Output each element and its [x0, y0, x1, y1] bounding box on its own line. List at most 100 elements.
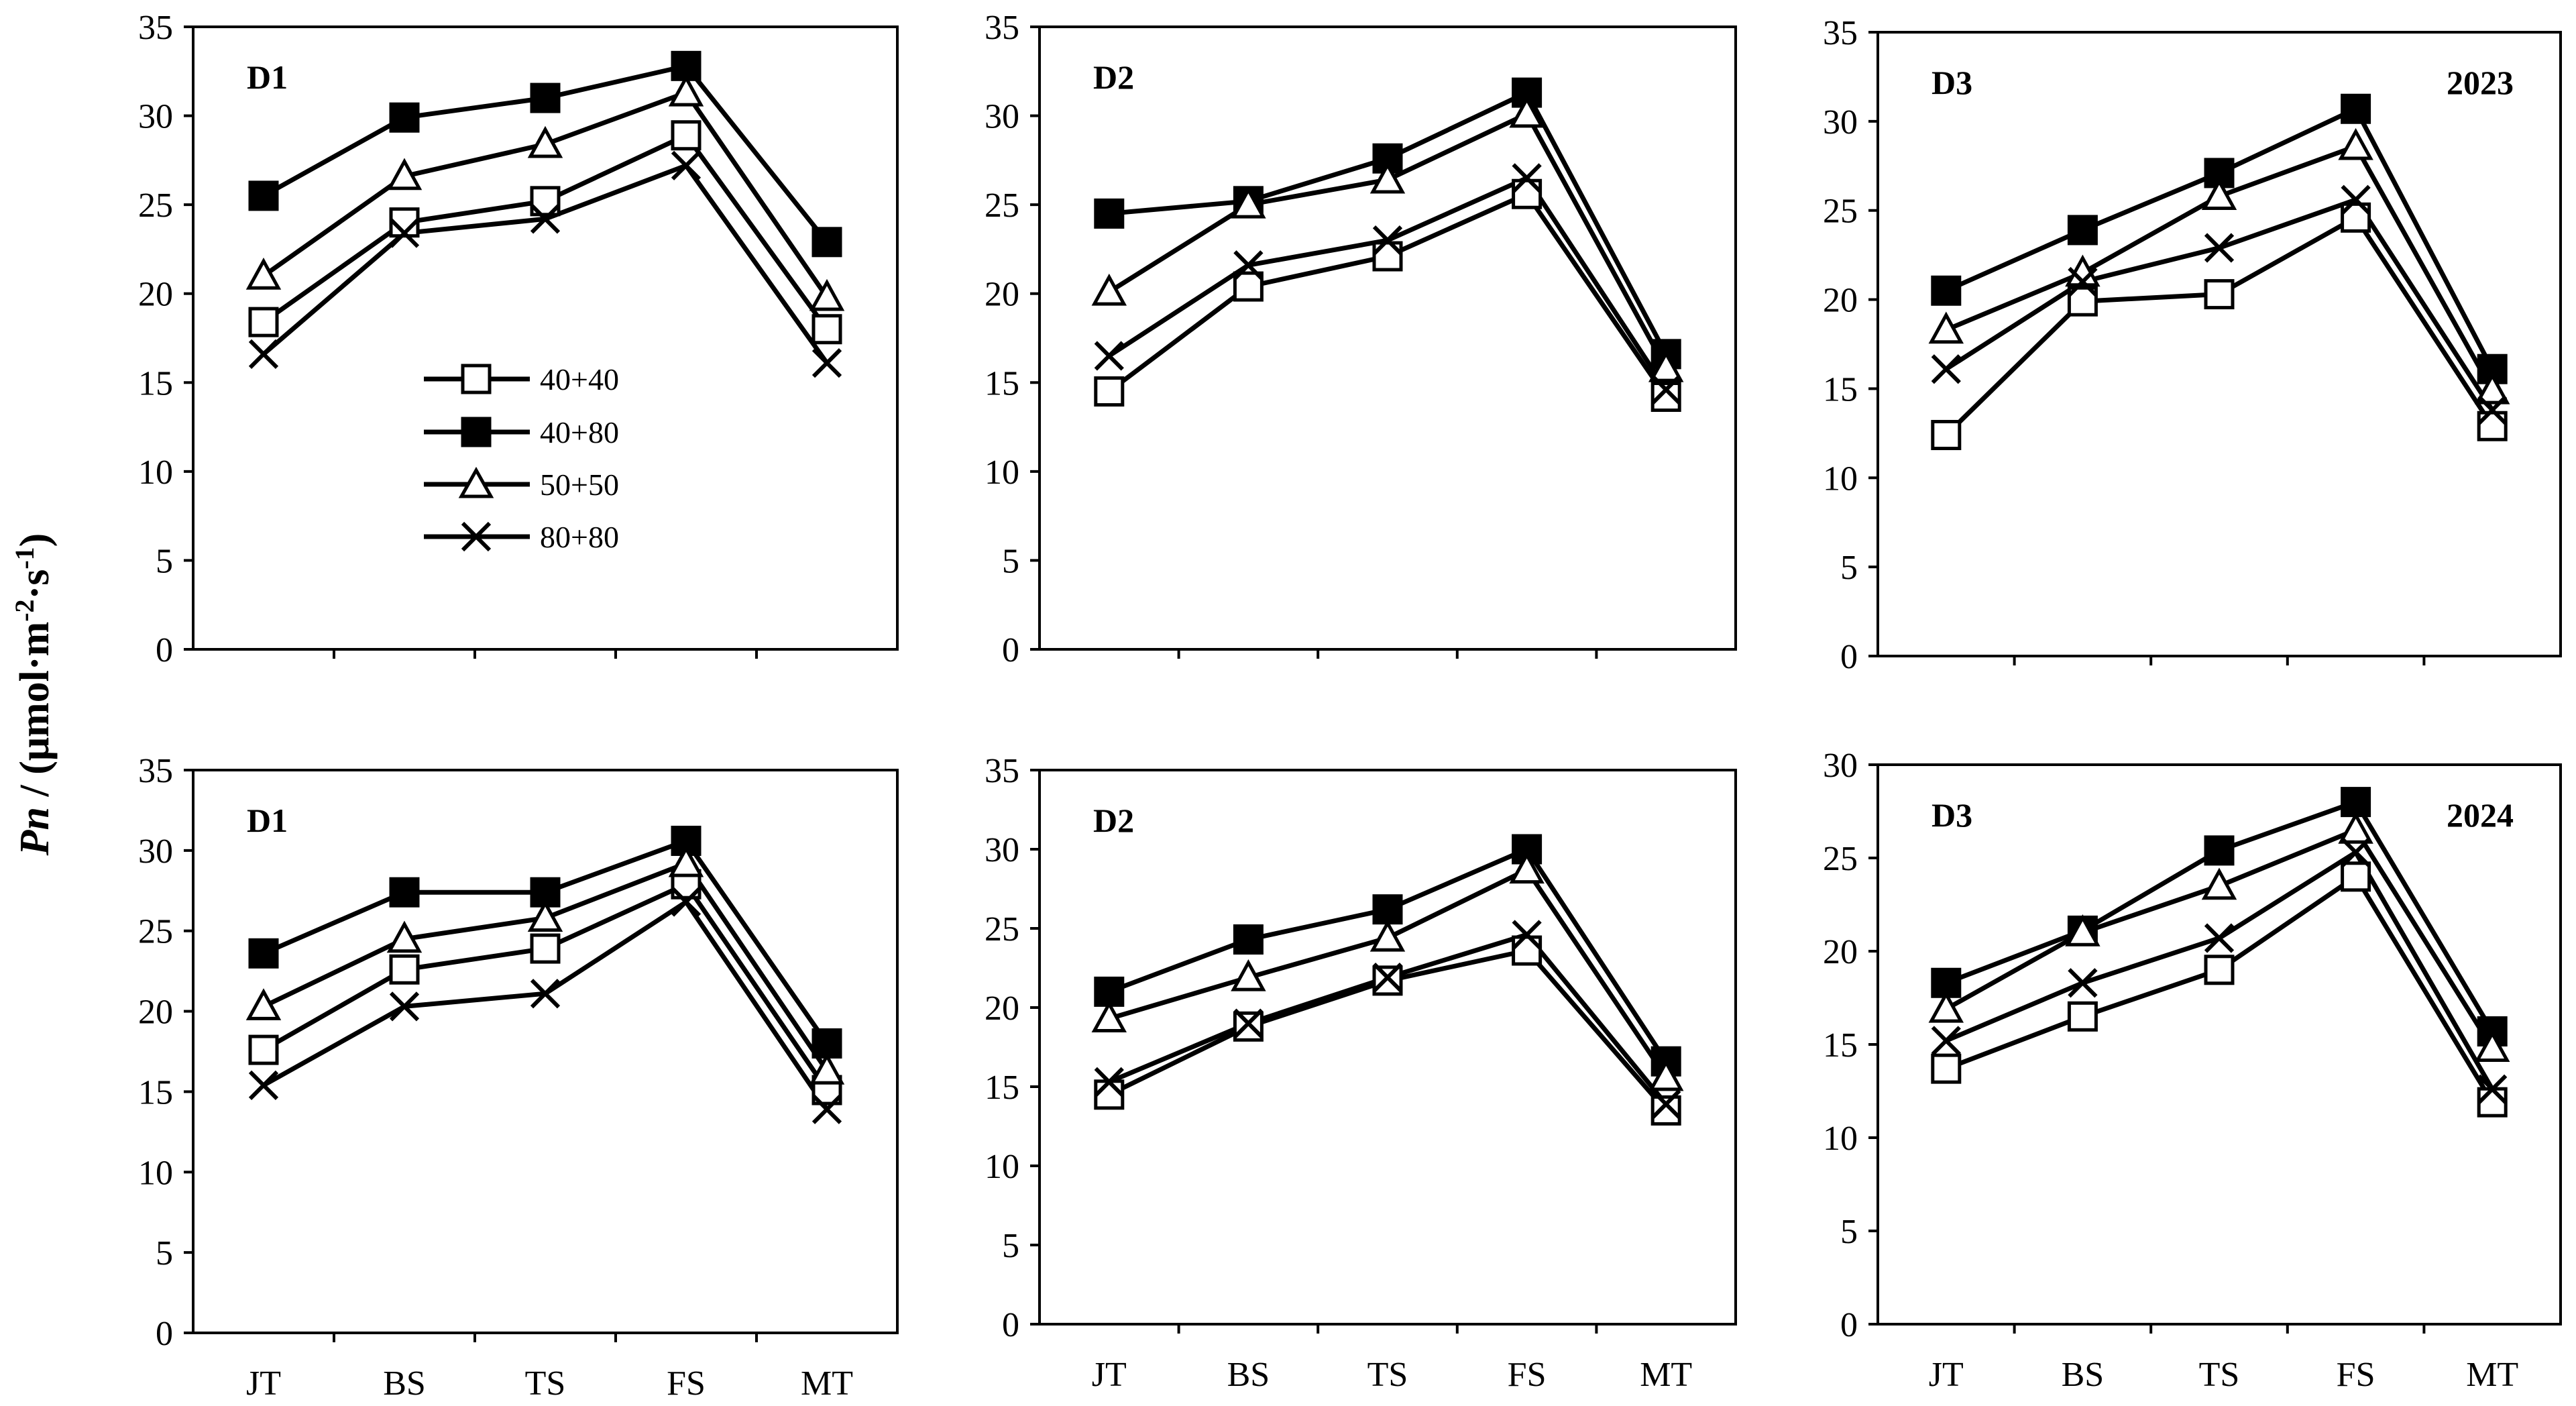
y-tick-label: 0 [1002, 1306, 1019, 1344]
panel-title: D3 [1931, 64, 1972, 101]
y-tick-label: 15 [1823, 1026, 1858, 1065]
data-point [671, 120, 702, 151]
x-tick-label: MT [801, 1364, 853, 1403]
data-point [2341, 861, 2371, 892]
data-point [1931, 420, 1962, 451]
data-point [1509, 95, 1545, 128]
chart-panel: 0 5 10 15 20 25 30 35 JT BS TS FS MT D2 [985, 752, 1737, 1394]
data-point [530, 83, 561, 113]
chart-panel: 0 5 10 15 20 25 30 35 JT BS TS FS MT D1 [138, 752, 899, 1403]
data-point [1233, 924, 1264, 955]
y-tick-label: 0 [1002, 631, 1019, 669]
data-point [1512, 920, 1542, 950]
data-point [1928, 311, 1964, 344]
data-point [1094, 198, 1125, 229]
data-point [248, 1070, 279, 1100]
data-point [1233, 1008, 1264, 1038]
plot-frame [192, 25, 899, 651]
data-point [1369, 919, 1406, 952]
data-point [2204, 923, 2235, 953]
data-point [1094, 1079, 1125, 1110]
data-point [811, 314, 842, 345]
data-point [1231, 186, 1266, 219]
legend-item: 80+80 [424, 520, 619, 554]
y-tick-label: 25 [138, 913, 173, 951]
panel-year: 2024 [2447, 796, 2514, 834]
data-point [1091, 1000, 1127, 1033]
chart-panel: 0 5 10 15 20 25 30 JT BS TS FS MT D3 2024 [1823, 747, 2562, 1394]
data-point [1651, 1089, 1681, 1120]
y-tick-label: 20 [985, 276, 1019, 314]
data-point [2341, 837, 2371, 867]
legend-marker-triangle-open-icon [458, 466, 494, 498]
data-point [1512, 163, 1542, 193]
data-point [668, 74, 704, 107]
data-point [1094, 376, 1125, 407]
data-point [1931, 1026, 1961, 1056]
data-point [530, 204, 561, 234]
data-point [1233, 250, 1264, 280]
data-point [1094, 1067, 1124, 1097]
chart-panel: 0 5 10 15 20 25 30 35 D1 [138, 9, 899, 669]
data-point [1650, 1095, 1681, 1126]
data-point [1369, 161, 1406, 194]
y-tick-label: 35 [985, 9, 1019, 47]
panel-title: D1 [247, 802, 288, 839]
panel-title: D1 [247, 58, 288, 96]
data-point [1931, 354, 1961, 384]
x-tick-label: MT [1640, 1356, 1692, 1394]
data-point [386, 920, 423, 953]
data-point [2338, 812, 2373, 844]
y-tick-label: 35 [138, 9, 173, 47]
legend-marker-x-icon [461, 521, 492, 552]
x-tick-label: JT [1929, 1356, 1964, 1394]
y-tick-label: 0 [156, 1315, 173, 1353]
data-point [389, 218, 420, 248]
plot-frame [192, 769, 899, 1334]
panel-title: D3 [1931, 796, 1972, 834]
data-point [2474, 1030, 2510, 1063]
y-tick-label: 15 [1823, 370, 1858, 409]
data-point [668, 845, 704, 877]
x-tick-label: FS [1508, 1356, 1547, 1394]
data-point [811, 227, 842, 258]
y-tick-label: 25 [985, 186, 1019, 225]
y-tick-label: 30 [138, 98, 173, 136]
data-point [2065, 914, 2101, 947]
y-tick-label: 15 [985, 1069, 1019, 1107]
data-point [809, 278, 845, 311]
data-point [1651, 374, 1681, 405]
data-point [2338, 127, 2373, 160]
data-point [2067, 1001, 2098, 1032]
y-tick-label: 15 [138, 364, 173, 402]
data-point [2201, 178, 2237, 210]
legend-marker-square-filled-icon [461, 417, 492, 447]
y-tick-label: 0 [1840, 638, 1858, 676]
y-tick-label: 25 [985, 910, 1019, 949]
data-point [1372, 894, 1403, 925]
legend: 40+40 40+80 50+50 80+80 [424, 362, 619, 554]
data-point [248, 339, 279, 369]
panels: 0 5 10 15 20 25 30 35 D1 0 5 10 15 20 25 30 35 D2 0 5 10 15 20… [138, 9, 2562, 1403]
y-tick-label: 10 [985, 1148, 1019, 1186]
data-point [530, 979, 561, 1009]
legend-marker-square-open-icon [461, 364, 492, 394]
legend-label: 80+80 [540, 520, 619, 554]
legend-label: 40+80 [540, 415, 619, 449]
y-tick-label: 5 [156, 1234, 173, 1273]
y-tick-label: 25 [1823, 193, 1858, 231]
x-tick-label: BS [1227, 1356, 1270, 1394]
data-point [2204, 955, 2235, 985]
y-tick-label: 5 [1002, 542, 1019, 580]
y-tick-label: 30 [1823, 747, 1858, 785]
data-point [671, 887, 702, 917]
y-tick-label: 20 [138, 276, 173, 314]
data-point [245, 258, 282, 290]
y-tick-label: 30 [138, 832, 173, 871]
y-tick-label: 5 [1002, 1227, 1019, 1265]
legend-item: 40+40 [424, 362, 619, 396]
data-point [1928, 990, 1964, 1023]
x-tick-label: MT [2466, 1356, 2518, 1394]
data-point [1091, 273, 1127, 306]
